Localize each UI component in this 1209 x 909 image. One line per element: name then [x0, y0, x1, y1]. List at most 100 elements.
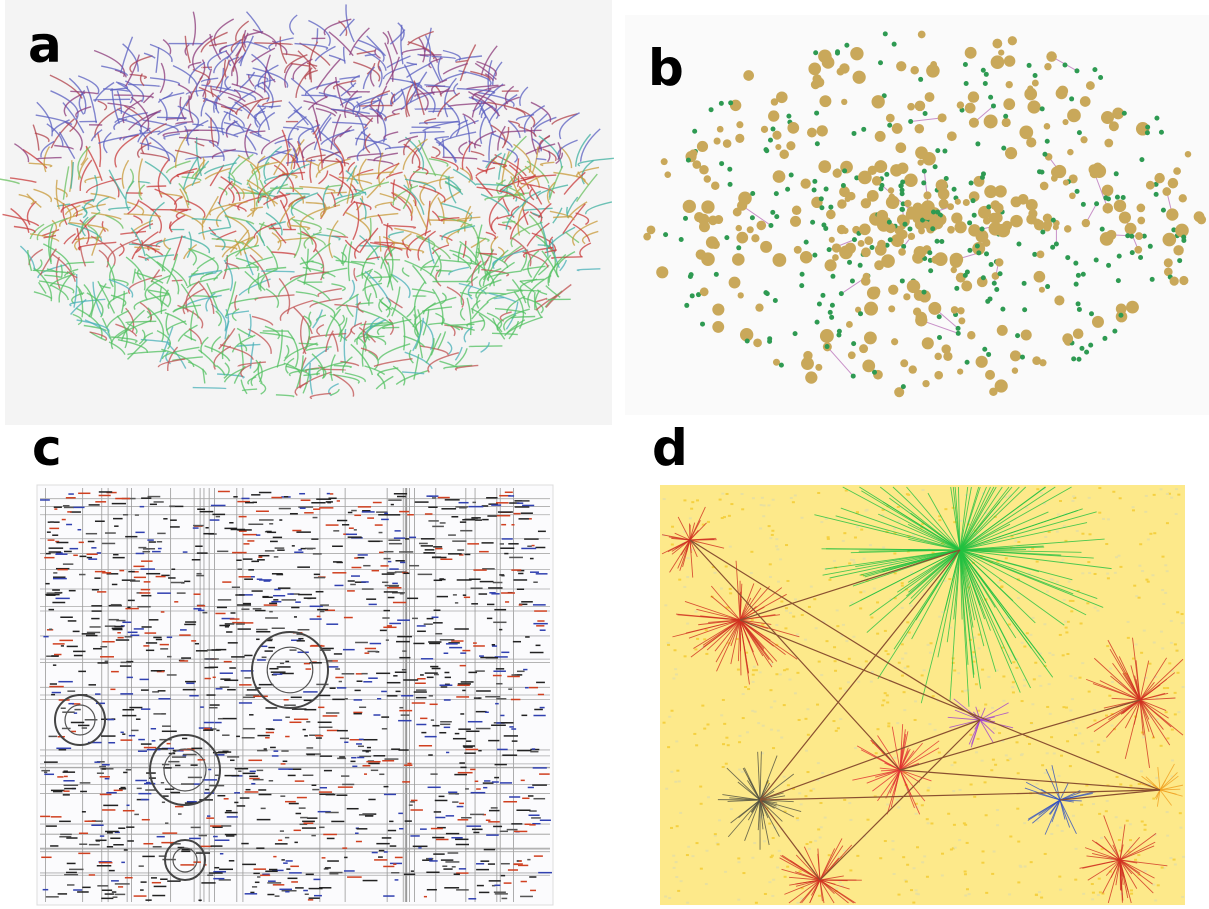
node: [904, 200, 911, 207]
node: [684, 303, 689, 308]
leaf: [1072, 815, 1075, 817]
leaf: [903, 691, 906, 693]
node: [981, 68, 986, 73]
leaf: [910, 889, 913, 891]
node: [883, 31, 888, 36]
pathway-text: [188, 777, 202, 779]
pathway-text: [434, 811, 441, 813]
pathway-text: [383, 895, 394, 897]
leaf: [975, 751, 978, 753]
pathway-text: [382, 617, 389, 619]
node: [751, 234, 759, 242]
node: [1080, 96, 1091, 107]
leaf: [769, 689, 772, 691]
pathway-text: [149, 541, 156, 543]
pathway-text: [271, 497, 282, 499]
leaf: [910, 605, 913, 607]
pathway-text: [270, 541, 278, 543]
leaf: [843, 532, 846, 534]
leaf: [1173, 859, 1176, 861]
pathway-text: [126, 826, 134, 828]
pathway-text: [398, 813, 403, 815]
pathway-text: [126, 769, 131, 771]
leaf: [663, 722, 666, 724]
leaf: [667, 642, 670, 644]
pathway-text: [232, 552, 247, 554]
pathway-text: [59, 836, 71, 838]
pathway-text: [457, 806, 464, 808]
leaf: [692, 855, 695, 857]
leaf: [876, 633, 879, 635]
leaf: [772, 837, 775, 839]
pathway-text: [306, 721, 310, 723]
pathway-text: [64, 507, 74, 509]
pathway-text: [59, 749, 67, 751]
pathway-text: [264, 748, 267, 750]
leaf: [1166, 835, 1169, 837]
pathway-text: [253, 779, 264, 781]
leaf: [775, 545, 778, 547]
pathway-text: [117, 632, 121, 634]
pathway-text: [44, 774, 54, 776]
pathway-text: [415, 683, 426, 685]
pathway-text: [351, 510, 357, 512]
leaf: [828, 579, 831, 581]
pathway-text: [463, 745, 475, 747]
leaf: [792, 501, 795, 503]
leaf: [722, 699, 725, 701]
pathway-text: [193, 527, 199, 529]
pathway-text: [452, 866, 456, 868]
pathway-text: [273, 599, 278, 601]
pathway-text: [156, 639, 162, 641]
pathway-text: [100, 794, 112, 796]
node: [967, 331, 975, 339]
leaf: [729, 588, 732, 590]
node: [711, 182, 719, 190]
pathway-text: [449, 647, 462, 649]
pathway-text: [67, 690, 75, 692]
pathway-text: [289, 803, 299, 805]
leaf: [893, 873, 896, 875]
leaf: [921, 674, 924, 676]
leaf: [1149, 533, 1152, 535]
pathway-text: [363, 739, 377, 741]
leaf: [839, 718, 842, 720]
leaf: [1107, 577, 1110, 579]
pathway-text: [256, 534, 260, 536]
pathway-text: [471, 588, 483, 590]
pathway-text: [414, 691, 427, 693]
node: [773, 359, 780, 366]
pathway-text: [380, 630, 387, 632]
pathway-text: [136, 553, 144, 555]
pathway-text: [500, 782, 512, 784]
pathway-text: [525, 824, 531, 826]
pathway-text: [294, 830, 301, 832]
pathway-text: [231, 612, 236, 614]
node: [964, 81, 969, 86]
pathway-text: [109, 870, 115, 872]
pathway-text: [184, 624, 195, 626]
pathway-text: [91, 618, 99, 620]
leaf: [820, 521, 823, 523]
pathway-text: [318, 695, 330, 697]
pathway-text: [313, 508, 320, 510]
leaf: [901, 643, 904, 645]
pathway-text: [204, 722, 214, 724]
pathway-text: [296, 813, 302, 815]
pathway-text: [141, 497, 151, 499]
node: [1086, 81, 1095, 90]
node: [925, 92, 935, 102]
pathway-text: [101, 898, 113, 900]
pathway-text: [244, 655, 252, 657]
leaf: [1094, 607, 1097, 609]
pathway-text: [413, 846, 428, 848]
leaf: [680, 880, 683, 882]
leaf: [1166, 493, 1169, 495]
leaf: [675, 673, 678, 675]
node: [989, 213, 999, 223]
pathway-text: [517, 588, 524, 590]
leaf: [1130, 889, 1133, 891]
node: [823, 226, 828, 231]
pathway-text: [508, 688, 512, 690]
pathway-text: [269, 869, 277, 871]
